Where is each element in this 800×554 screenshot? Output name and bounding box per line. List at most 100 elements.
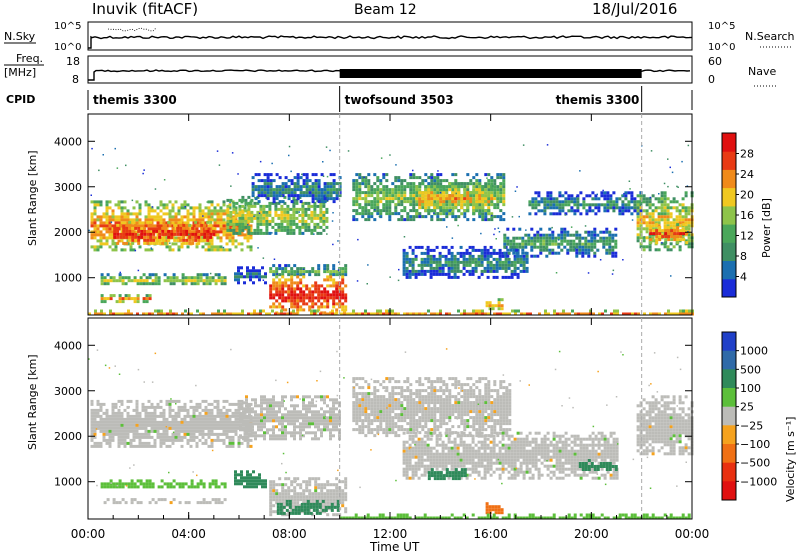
nsky-label: N.Sky: [4, 30, 36, 43]
power-cell: [114, 147, 116, 150]
power-cell: [272, 281, 276, 285]
power-cell: [562, 312, 565, 316]
power-cell: [606, 209, 610, 213]
power-cell: [367, 203, 371, 207]
velocity-cell: [234, 429, 238, 433]
power-cell: [429, 263, 433, 267]
power-cell: [292, 309, 295, 313]
velocity-cell: [323, 398, 326, 402]
power-cell: [161, 241, 165, 245]
power-cell: [639, 227, 643, 231]
power-cell: [678, 248, 682, 252]
velocity-cell: [311, 398, 314, 402]
power-cell: [463, 309, 466, 313]
power-cell: [566, 251, 570, 255]
power-cell: [314, 173, 318, 177]
power-cell: [316, 231, 320, 235]
power-cell: [456, 251, 460, 255]
power-cell: [418, 215, 422, 219]
velocity-cell: [228, 414, 232, 418]
power-cell: [534, 191, 538, 195]
freq-label: Freq.: [16, 52, 43, 65]
velocity-cell: [219, 414, 223, 418]
power-cell: [642, 227, 646, 231]
power-cell: [168, 209, 172, 213]
power-cell: [478, 312, 481, 316]
power-cell: [209, 232, 213, 236]
velocity-cell: [257, 413, 260, 417]
power-cell: [182, 226, 186, 230]
power-cell: [341, 293, 345, 297]
power-cell: [527, 239, 531, 243]
power-cell: [256, 216, 260, 220]
velocity-cell: [144, 420, 148, 424]
velocity-cell: [174, 417, 178, 421]
power-cell: [335, 284, 339, 288]
power-cell: [219, 248, 223, 252]
power-cell: [317, 270, 321, 274]
power-cell: [149, 232, 153, 236]
power-cell: [117, 203, 121, 207]
velocity-cell: [275, 419, 278, 423]
power-cell: [515, 248, 519, 252]
power-cell: [99, 203, 103, 207]
power-cell: [558, 206, 562, 210]
power-cell: [219, 224, 223, 228]
power-cell: [495, 251, 499, 255]
power-cell: [220, 282, 224, 286]
power-cell: [149, 235, 153, 239]
power-cell: [664, 312, 667, 316]
velocity-cell: [90, 399, 94, 403]
velocity-cell: [195, 405, 199, 409]
power-cell: [128, 238, 132, 242]
power-cell: [367, 212, 371, 216]
power-cell: [499, 194, 503, 198]
power-cell: [256, 201, 260, 205]
power-cell: [450, 260, 454, 264]
velocity-cell: [150, 417, 154, 421]
power-cell: [240, 266, 243, 270]
velocity-cell: [266, 413, 269, 417]
velocity-cell: [281, 434, 284, 438]
power-cell: [660, 191, 664, 195]
velocity-cell: [290, 413, 293, 417]
power-cell: [198, 212, 202, 216]
velocity-cell: [150, 420, 154, 424]
velocity-cell: [284, 437, 287, 441]
velocity-cell: [290, 422, 293, 426]
power-cell: [376, 312, 379, 316]
power-cell: [156, 227, 160, 231]
power-cell: [487, 218, 491, 222]
velocity-cell: [150, 426, 154, 430]
power-cell: [325, 198, 329, 202]
power-cell: [563, 233, 567, 237]
power-cell: [156, 212, 160, 216]
power-cell: [272, 284, 276, 288]
power-cell: [121, 282, 125, 286]
velocity-cell: [361, 431, 365, 435]
velocity-cell: [278, 410, 281, 414]
velocity-cell: [355, 419, 359, 423]
power-cell: [164, 226, 168, 230]
power-cell: [453, 275, 457, 279]
power-cell: [642, 197, 646, 201]
power-cell: [223, 279, 227, 283]
velocity-cell: [171, 438, 175, 442]
power-cell: [130, 279, 134, 283]
power-cell: [148, 312, 151, 316]
power-cell: [608, 248, 612, 252]
velocity-cell: [245, 410, 248, 414]
power-cell: [268, 213, 272, 217]
power-cell: [162, 224, 166, 228]
power-cell: [424, 173, 428, 177]
power-cell: [222, 227, 226, 231]
velocity-cell: [147, 414, 151, 418]
power-cell: [319, 231, 323, 235]
power-cell: [478, 185, 482, 189]
power-cell: [574, 247, 576, 249]
power-cell: [137, 235, 141, 239]
power-cell: [290, 200, 294, 204]
power-cell: [328, 312, 331, 316]
power-cell: [111, 224, 115, 228]
velocity-cell: [108, 417, 112, 421]
